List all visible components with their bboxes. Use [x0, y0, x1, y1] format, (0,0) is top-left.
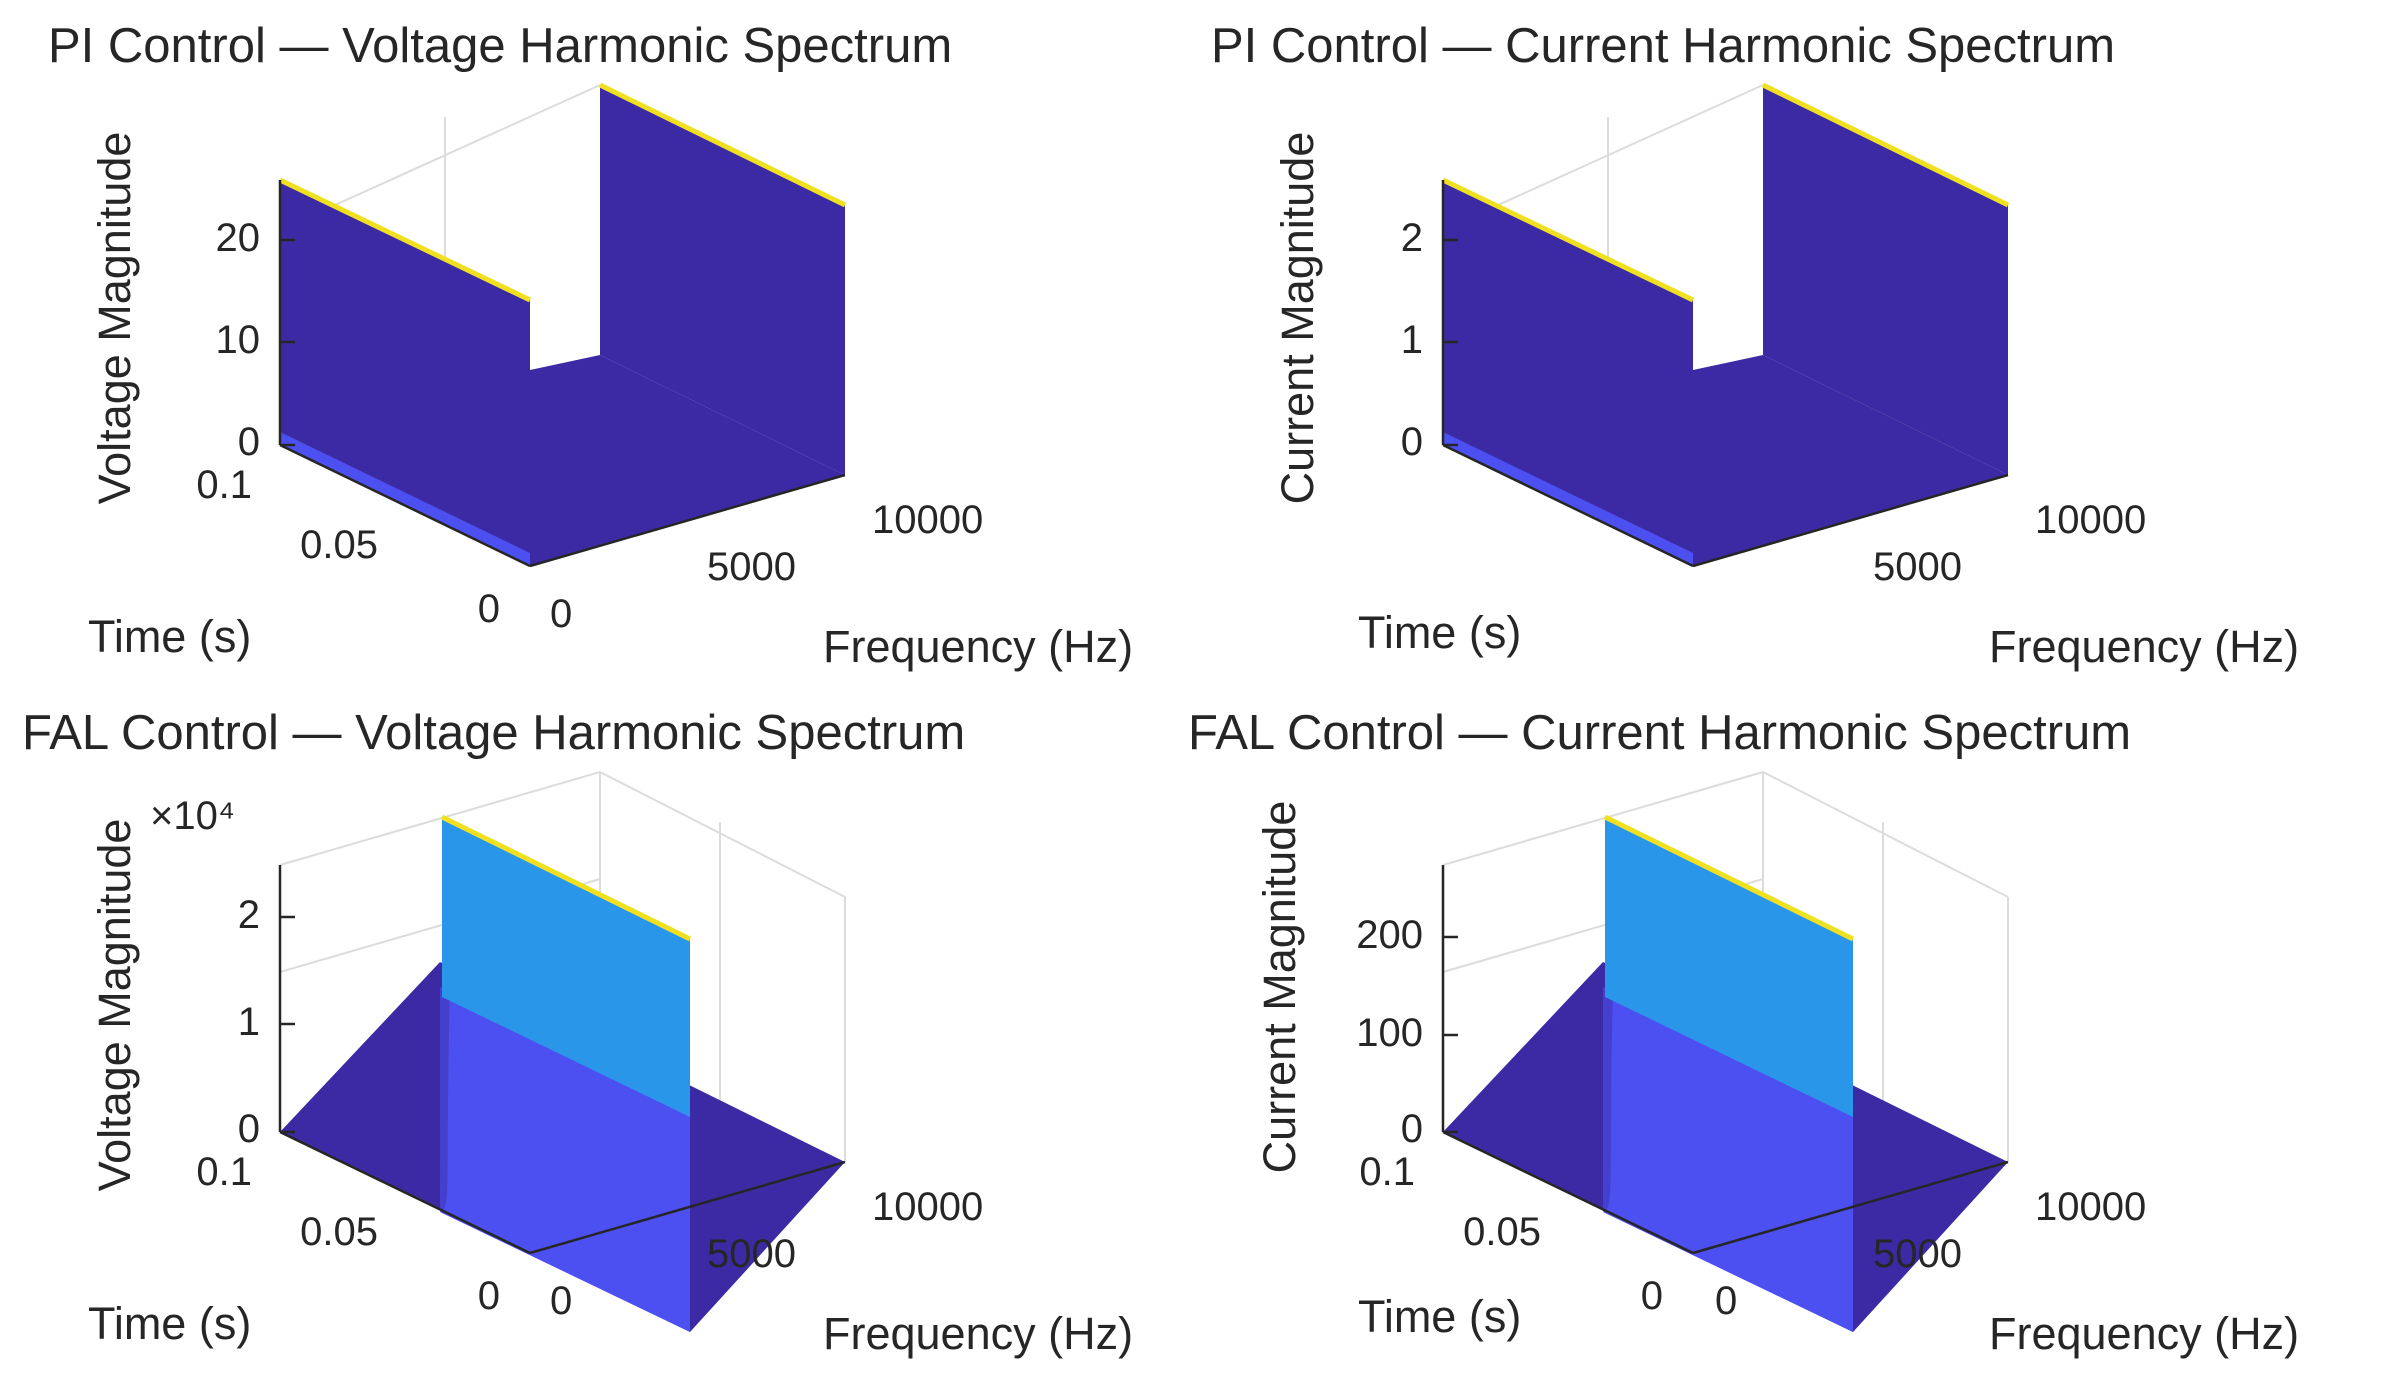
x-tick-label: 0 — [1715, 1279, 1737, 1323]
axis-lines — [1441, 865, 2009, 1255]
surface — [280, 814, 845, 1332]
z-exponent-label: ×10⁴ — [150, 794, 235, 838]
surface-high-band-front — [600, 85, 845, 475]
x-tick-label: 10000 — [2035, 1185, 2146, 1229]
y-tick-label: 0.1 — [196, 463, 252, 507]
z-axis-label: Current Magnitude — [1254, 801, 1305, 1174]
y-tick-label: 0 — [478, 587, 500, 631]
y-tick-label: 0.05 — [300, 523, 378, 567]
surface-high-band-front — [1763, 85, 2008, 475]
x-axis-label: Frequency (Hz) — [823, 1308, 1133, 1359]
surface — [1443, 814, 2008, 1332]
y-ticks: 0 0.05 0.1 — [1359, 1150, 1663, 1318]
y-axis-label: Time (s) — [88, 611, 251, 662]
z-axis-label: Current Magnitude — [1272, 132, 1323, 505]
z-ticks: 0 1 2 — [1401, 216, 1458, 464]
chart-fal-current: FAL Control — Current Harmonic Spectrum — [1188, 706, 2299, 1359]
x-tick-label: 5000 — [1873, 1232, 1962, 1276]
z-tick-label: 0 — [238, 1107, 260, 1151]
z-tick-label: 1 — [1401, 318, 1423, 362]
x-axis-label: Frequency (Hz) — [823, 621, 1133, 672]
surface-peak-face — [1605, 817, 1853, 1117]
surface — [1441, 82, 2010, 566]
y-ticks: 0 0.05 0.1 — [196, 1150, 500, 1318]
surface-peak-edge — [440, 814, 692, 942]
z-tick-label: 0 — [1401, 420, 1423, 464]
surface-high-band-edge — [598, 82, 847, 208]
surface-low-band-base — [280, 432, 530, 566]
surface-low-band-base — [1443, 432, 1693, 566]
axis-lines — [278, 180, 846, 568]
x-tick-label: 5000 — [707, 1232, 796, 1276]
z-ticks: 0 100 200 — [1356, 913, 1458, 1151]
x-tick-label: 5000 — [1873, 545, 1962, 589]
y-tick-label: 0.05 — [300, 1210, 378, 1254]
chart-pi-current: PI Control — Current Harmonic Spectrum 0 — [1211, 19, 2299, 672]
x-tick-label: 0 — [550, 592, 572, 636]
y-tick-label: 0.05 — [1463, 1210, 1541, 1254]
z-tick-label: 0 — [238, 420, 260, 464]
axis-lines — [1441, 180, 2009, 568]
z-tick-label: 200 — [1356, 913, 1423, 957]
z-axis-label: Voltage Magnitude — [89, 819, 140, 1192]
x-ticks: 0 5000 10000 — [1715, 1185, 2146, 1323]
z-tick-label: 2 — [238, 893, 260, 937]
x-tick-label: 10000 — [2035, 498, 2146, 542]
x-axis-label: Frequency (Hz) — [1989, 621, 2299, 672]
x-tick-label: 10000 — [872, 498, 983, 542]
z-tick-label: 0 — [1401, 1107, 1423, 1151]
y-tick-label: 0 — [478, 1274, 500, 1318]
axis-lines — [278, 865, 846, 1255]
surface-peak-rise — [1603, 987, 1853, 1332]
surface-low-band-edge — [278, 177, 532, 303]
x-ticks: 0 5000 10000 — [550, 498, 983, 636]
z-axis-label: Voltage Magnitude — [89, 132, 140, 505]
surface-high-band-edge — [1761, 82, 2010, 208]
surface — [278, 82, 847, 566]
z-tick-label: 2 — [1401, 216, 1423, 260]
z-tick-label: 10 — [216, 318, 261, 362]
y-axis-label: Time (s) — [1358, 1291, 1521, 1342]
surface-low-band-edge — [1441, 177, 1695, 303]
chart-title: PI Control — Voltage Harmonic Spectrum — [48, 19, 952, 73]
chart-pi-voltage: PI Control — Voltage Harmonic Spectrum 0 — [48, 19, 1133, 672]
chart-fal-voltage: FAL Control — Voltage Harmonic Spectrum — [22, 706, 1133, 1359]
y-tick-label: 0.1 — [196, 1150, 252, 1194]
y-axis-label: Time (s) — [1358, 607, 1521, 658]
y-tick-label: 0 — [1641, 1274, 1663, 1318]
z-ticks: 0 10 20 — [216, 216, 295, 464]
x-tick-label: 0 — [550, 1279, 572, 1323]
chart-title: PI Control — Current Harmonic Spectrum — [1211, 19, 2115, 73]
surface-peak-edge — [1603, 814, 1855, 942]
z-tick-label: 1 — [238, 1000, 260, 1044]
surface-peak-face — [442, 817, 690, 1117]
y-tick-label: 0.1 — [1359, 1150, 1415, 1194]
chart-title: FAL Control — Current Harmonic Spectrum — [1188, 706, 2131, 760]
x-axis-label: Frequency (Hz) — [1989, 1308, 2299, 1359]
x-tick-label: 10000 — [872, 1185, 983, 1229]
x-ticks: 5000 10000 — [1873, 498, 2146, 589]
z-tick-label: 20 — [216, 216, 261, 260]
x-tick-label: 5000 — [707, 545, 796, 589]
chart-title: FAL Control — Voltage Harmonic Spectrum — [22, 706, 965, 760]
z-tick-label: 100 — [1356, 1011, 1423, 1055]
x-ticks: 0 5000 10000 — [550, 1185, 983, 1323]
z-ticks: 0 1 2 — [238, 893, 295, 1151]
y-axis-label: Time (s) — [88, 1298, 251, 1349]
surface-center-trough — [1693, 355, 2008, 566]
surface-center-trough — [530, 355, 845, 566]
y-ticks: 0 0.05 0.1 — [196, 463, 500, 631]
surface-peak-rise — [440, 987, 690, 1332]
